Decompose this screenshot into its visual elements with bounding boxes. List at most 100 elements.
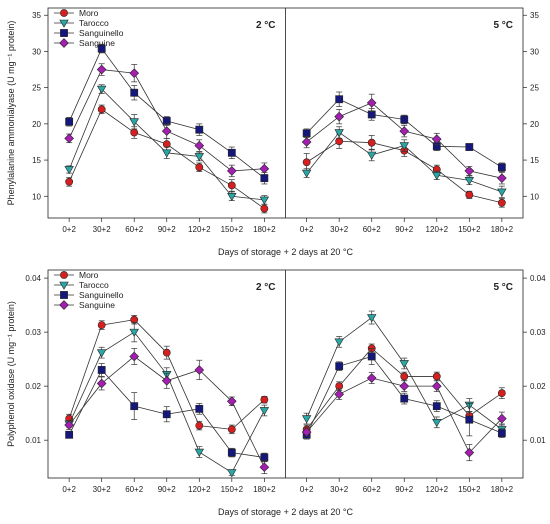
data-point (227, 469, 237, 478)
panel-2: 0+2 30+2 60+2 90+2 120+2 150+2 180+2 5 °C (300, 282, 514, 494)
data-point (129, 68, 140, 78)
y-tick-label: 25 (32, 84, 41, 93)
y-tick-label-right: 20 (530, 120, 539, 129)
data-point (497, 173, 507, 183)
y-tick-label-right: 0.03 (530, 328, 546, 337)
data-point (129, 351, 140, 362)
data-point (65, 430, 74, 439)
x-tick-label: 150+2 (221, 225, 244, 234)
data-point (431, 134, 442, 144)
data-point (227, 148, 236, 157)
panel-1: 0+2 30+2 60+2 90+2 120+2 150+2 180+2 2 °C (62, 20, 276, 234)
data-point (226, 396, 237, 407)
data-point (260, 204, 269, 213)
data-point (334, 129, 344, 138)
data-point (497, 413, 507, 424)
data-point (367, 110, 376, 119)
x-tick-label: 180+2 (253, 225, 276, 234)
y-tick-label-right: 15 (530, 156, 539, 165)
legend-marker (60, 29, 68, 37)
data-point (227, 448, 236, 457)
data-point (366, 314, 377, 323)
x-tick-label: 180+2 (491, 485, 514, 494)
data-point (226, 166, 237, 176)
legend-marker (60, 9, 68, 17)
data-point (130, 128, 139, 137)
series-moro (65, 104, 269, 214)
y-tick-label: 0.01 (25, 436, 41, 445)
data-point (400, 115, 409, 124)
data-point (335, 137, 344, 146)
data-point (64, 166, 74, 175)
data-point (161, 126, 172, 136)
y-tick-label-right: 0.01 (530, 436, 546, 445)
data-point (334, 338, 344, 347)
legend-entry: Sanguine (79, 300, 115, 310)
data-point (195, 404, 204, 413)
y-tick-label-right: 35 (530, 11, 539, 20)
data-point (195, 125, 204, 134)
data-point (335, 362, 344, 371)
data-point (302, 129, 311, 138)
y-tick-label: 0.02 (25, 382, 41, 391)
data-point (65, 177, 74, 186)
legend-marker (60, 291, 68, 299)
data-point (301, 137, 312, 147)
data-point (465, 415, 474, 424)
legend-marker (60, 271, 68, 279)
data-point (399, 381, 410, 391)
data-point (130, 402, 139, 411)
data-point (64, 133, 74, 144)
x-tick-label: 30+2 (93, 485, 112, 494)
y-tick-label-right: 0.04 (530, 274, 546, 283)
data-point (194, 140, 205, 151)
x-tick-label: 180+2 (253, 485, 276, 494)
data-point (302, 158, 311, 167)
x-tick-label: 180+2 (491, 225, 514, 234)
data-point (227, 425, 236, 434)
data-point (335, 95, 344, 104)
panel-2: 0+2 30+2 60+2 90+2 120+2 150+2 180+2 5 °C (300, 20, 514, 234)
data-point (259, 462, 270, 473)
y-tick-label: 20 (32, 120, 41, 129)
data-point (65, 117, 74, 126)
x-tick-label: 120+2 (188, 485, 211, 494)
data-point (195, 421, 204, 430)
data-point (399, 360, 409, 369)
x-axis-label: Days of storage + 2 days at 20 °C (218, 247, 353, 257)
data-point (432, 419, 442, 428)
x-tick-label: 60+2 (363, 225, 382, 234)
data-point (194, 365, 205, 375)
data-point (301, 427, 312, 437)
legend-marker (59, 281, 69, 290)
data-point (97, 366, 106, 374)
chart-2: 0+2 30+2 60+2 90+2 120+2 150+2 180+2 2 °C 0+2 30+… (6, 269, 546, 517)
y-tick-label: 10 (32, 192, 41, 201)
data-point (367, 138, 376, 147)
x-tick-label: 150+2 (221, 485, 244, 494)
legend-entry: Moro (79, 270, 99, 280)
series-sanguine (301, 372, 507, 462)
data-point (260, 395, 269, 404)
data-point (367, 352, 376, 361)
x-tick-label: 30+2 (93, 225, 112, 234)
data-point (194, 153, 205, 162)
panel-label: 2 °C (256, 20, 276, 31)
data-point (432, 402, 441, 411)
y-axis-label: Polyphenol oxidase (U mg⁻¹ protein) (6, 301, 16, 447)
data-point (399, 142, 409, 151)
data-point (497, 188, 507, 197)
x-tick-label: 0+2 (300, 225, 314, 234)
data-point (366, 373, 377, 383)
x-tick-label: 0+2 (62, 485, 76, 494)
x-tick-label: 0+2 (300, 485, 314, 494)
data-point (400, 394, 409, 403)
data-point (497, 429, 506, 438)
x-tick-label: 90+2 (395, 225, 414, 234)
panel-label: 5 °C (493, 282, 513, 293)
y-tick-label-right: 10 (530, 192, 539, 201)
x-tick-label: 90+2 (158, 225, 177, 234)
x-tick-label: 90+2 (158, 485, 177, 494)
data-point (497, 389, 506, 398)
